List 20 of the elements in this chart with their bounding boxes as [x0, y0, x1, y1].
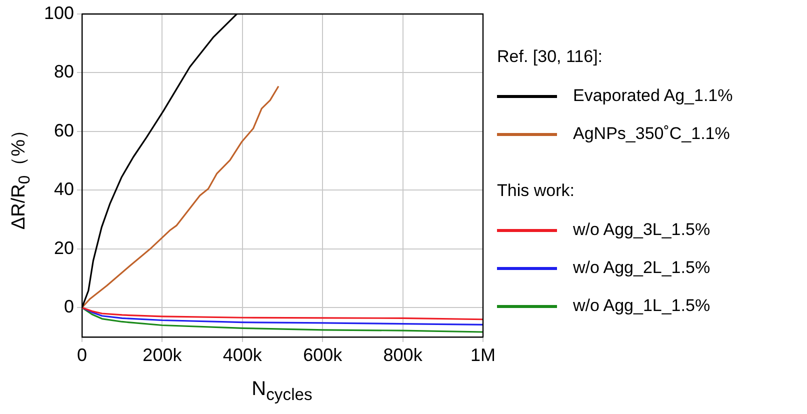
x-tick-label: 200k: [142, 344, 183, 365]
text: Ref. [30, 116]:: [497, 46, 604, 68]
y-tick-label: 0: [64, 296, 74, 317]
x-axis-title: N$_{cycles}$: [252, 378, 312, 405]
x-tick-label: 1M: [470, 344, 496, 365]
legend-label: Evaporated Ag_1.1%: [573, 86, 733, 106]
legend-label: w/o Agg_1L_1.5%: [573, 296, 710, 316]
text: This work:: [497, 180, 576, 202]
legend-label: w/o Agg_2L_1.5%: [573, 258, 710, 278]
x-tick-label: 800k: [383, 344, 424, 365]
y-tick-label: 40: [54, 179, 74, 200]
y-tick-label: 60: [54, 120, 74, 140]
legend-label: w/o Agg_3L_1.5%: [573, 220, 710, 240]
legend-label: AgNPs_350˚C_1.1%: [573, 124, 730, 144]
y-tick-label: 80: [54, 62, 74, 82]
y-tick-label: 100: [44, 2, 74, 23]
x-tick-label: 0: [76, 344, 88, 365]
x-tick-label: 600k: [303, 344, 344, 365]
y-tick-label: 20: [54, 238, 74, 258]
x-tick-label: 400k: [222, 344, 263, 365]
